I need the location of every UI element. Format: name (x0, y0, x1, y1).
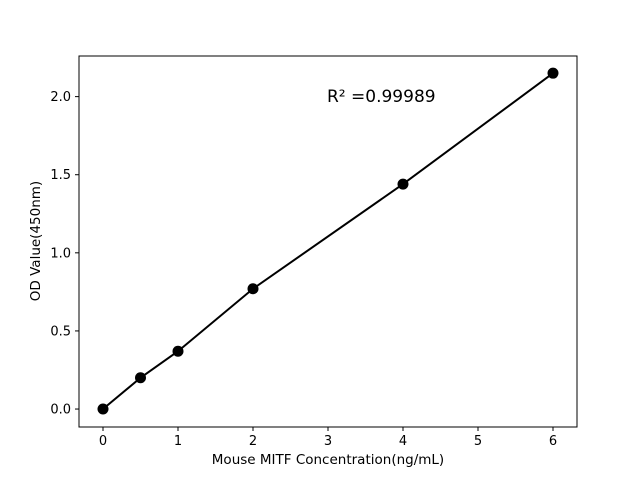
y-tick-label: 2.0 (50, 90, 71, 105)
x-tick-label: 2 (249, 434, 257, 449)
data-point (97, 403, 109, 415)
x-tick-label: 3 (324, 434, 332, 449)
y-tick-label: 0.0 (50, 403, 71, 418)
y-axis-label: OD Value(450nm) (28, 180, 44, 302)
y-tick-label: 1.0 (50, 246, 71, 261)
data-point (135, 372, 146, 384)
x-tick-label: 6 (549, 434, 557, 449)
data-point (397, 178, 409, 190)
standard-curve-line (102, 72, 554, 411)
r-squared-annotation: R² =0.99989 (327, 87, 436, 107)
x-tick-label: 1 (174, 434, 182, 449)
x-axis-label: Mouse MITF Concentration(ng/mL) (211, 452, 445, 468)
data-point (247, 283, 259, 295)
y-tick-label: 1.5 (50, 168, 71, 183)
data-point (172, 345, 184, 357)
x-tick-label: 0 (99, 434, 107, 449)
x-tick-label: 5 (474, 434, 482, 449)
y-tick-label: 0.5 (50, 324, 71, 339)
x-tick-label: 4 (399, 434, 407, 449)
data-point (547, 67, 559, 79)
